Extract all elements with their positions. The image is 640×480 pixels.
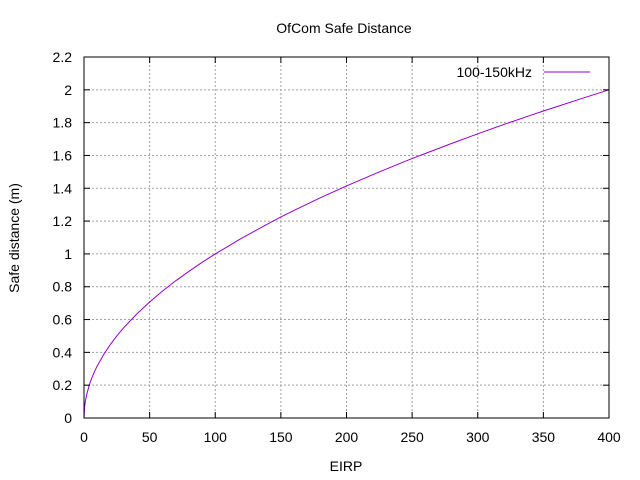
y-tick-label: 0.4 bbox=[53, 344, 73, 360]
series-line bbox=[83, 89, 610, 419]
x-tick-label: 0 bbox=[80, 429, 88, 445]
x-tick-label: 200 bbox=[335, 429, 359, 445]
chart-title: OfCom Safe Distance bbox=[276, 20, 412, 36]
y-tick-label: 1.2 bbox=[53, 213, 73, 229]
ticks: 0 50 100 150 200 250 300 350 400 0 0.2 0.4 0.6 0.8 1 1.… bbox=[53, 49, 621, 445]
y-axis-label: Safe distance (m) bbox=[6, 183, 22, 293]
series-layer bbox=[83, 89, 610, 419]
y-tick-label: 1.8 bbox=[53, 115, 73, 131]
y-tick-label: 1.4 bbox=[53, 180, 73, 196]
legend: 100-150kHz bbox=[457, 64, 590, 80]
x-tick-label: 300 bbox=[466, 429, 490, 445]
grid bbox=[84, 57, 609, 418]
y-tick-label: 2.2 bbox=[53, 49, 73, 65]
y-tick-label: 1.6 bbox=[53, 147, 73, 163]
x-tick-label: 50 bbox=[142, 429, 158, 445]
legend-label: 100-150kHz bbox=[457, 64, 533, 80]
y-tick-label: 0.2 bbox=[53, 377, 73, 393]
x-tick-label: 250 bbox=[400, 429, 424, 445]
y-tick-label: 0.6 bbox=[53, 312, 73, 328]
x-tick-label: 400 bbox=[597, 429, 621, 445]
x-tick-label: 150 bbox=[269, 429, 293, 445]
y-tick-label: 0.8 bbox=[53, 279, 73, 295]
x-tick-label: 100 bbox=[204, 429, 228, 445]
y-tick-label: 1 bbox=[64, 246, 72, 262]
y-tick-label: 2 bbox=[64, 82, 72, 98]
y-tick-label: 0 bbox=[64, 410, 72, 426]
x-axis-label: EIRP bbox=[330, 458, 363, 474]
x-tick-label: 350 bbox=[532, 429, 556, 445]
